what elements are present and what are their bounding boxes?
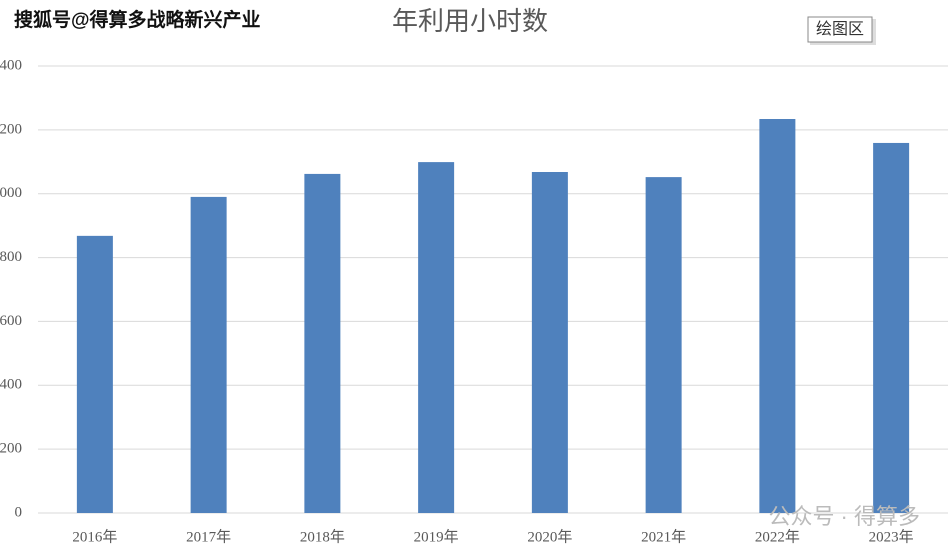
y-tick-label: 400 bbox=[0, 377, 22, 393]
bar bbox=[418, 162, 455, 514]
y-tick-label: 1400 bbox=[0, 57, 22, 73]
bar bbox=[190, 196, 227, 513]
bar bbox=[531, 172, 568, 513]
chart-title: 年利用小时数 bbox=[392, 7, 548, 36]
y-tick-label: 0 bbox=[15, 504, 23, 520]
bar bbox=[304, 173, 341, 513]
bar bbox=[873, 142, 910, 513]
y-tick-label: 800 bbox=[0, 249, 22, 265]
bar bbox=[645, 177, 682, 513]
x-tick-label: 2021年 bbox=[641, 528, 686, 545]
x-tick-label: 2018年 bbox=[300, 528, 345, 545]
tooltip-box: 绘图区 bbox=[807, 16, 876, 45]
tooltip-bg bbox=[807, 16, 873, 43]
x-tick-label: 2020年 bbox=[527, 528, 572, 545]
bar bbox=[76, 235, 113, 514]
bar bbox=[759, 119, 796, 513]
x-tick-label: 2019年 bbox=[414, 528, 459, 545]
y-tick-label: 1000 bbox=[0, 185, 22, 201]
y-tick-label: 1200 bbox=[0, 121, 22, 137]
y-tick-label: 200 bbox=[0, 441, 22, 457]
watermark: 公众号 · 得算多 bbox=[768, 504, 920, 529]
x-tick-label: 2016年 bbox=[72, 528, 117, 545]
x-tick-label: 2023年 bbox=[869, 528, 914, 545]
tooltip-text: 绘图区 bbox=[816, 20, 864, 38]
plot: 0 200 400 600 800 1000 1200 1400 2016年 2017年 2018年… bbox=[0, 57, 948, 545]
x-tick-label: 2017年 bbox=[186, 528, 231, 545]
y-tick-label: 600 bbox=[0, 313, 22, 329]
x-tick-label: 2022年 bbox=[755, 528, 800, 545]
watermark: 搜狐号@得算多战略新兴产业 bbox=[14, 8, 261, 31]
